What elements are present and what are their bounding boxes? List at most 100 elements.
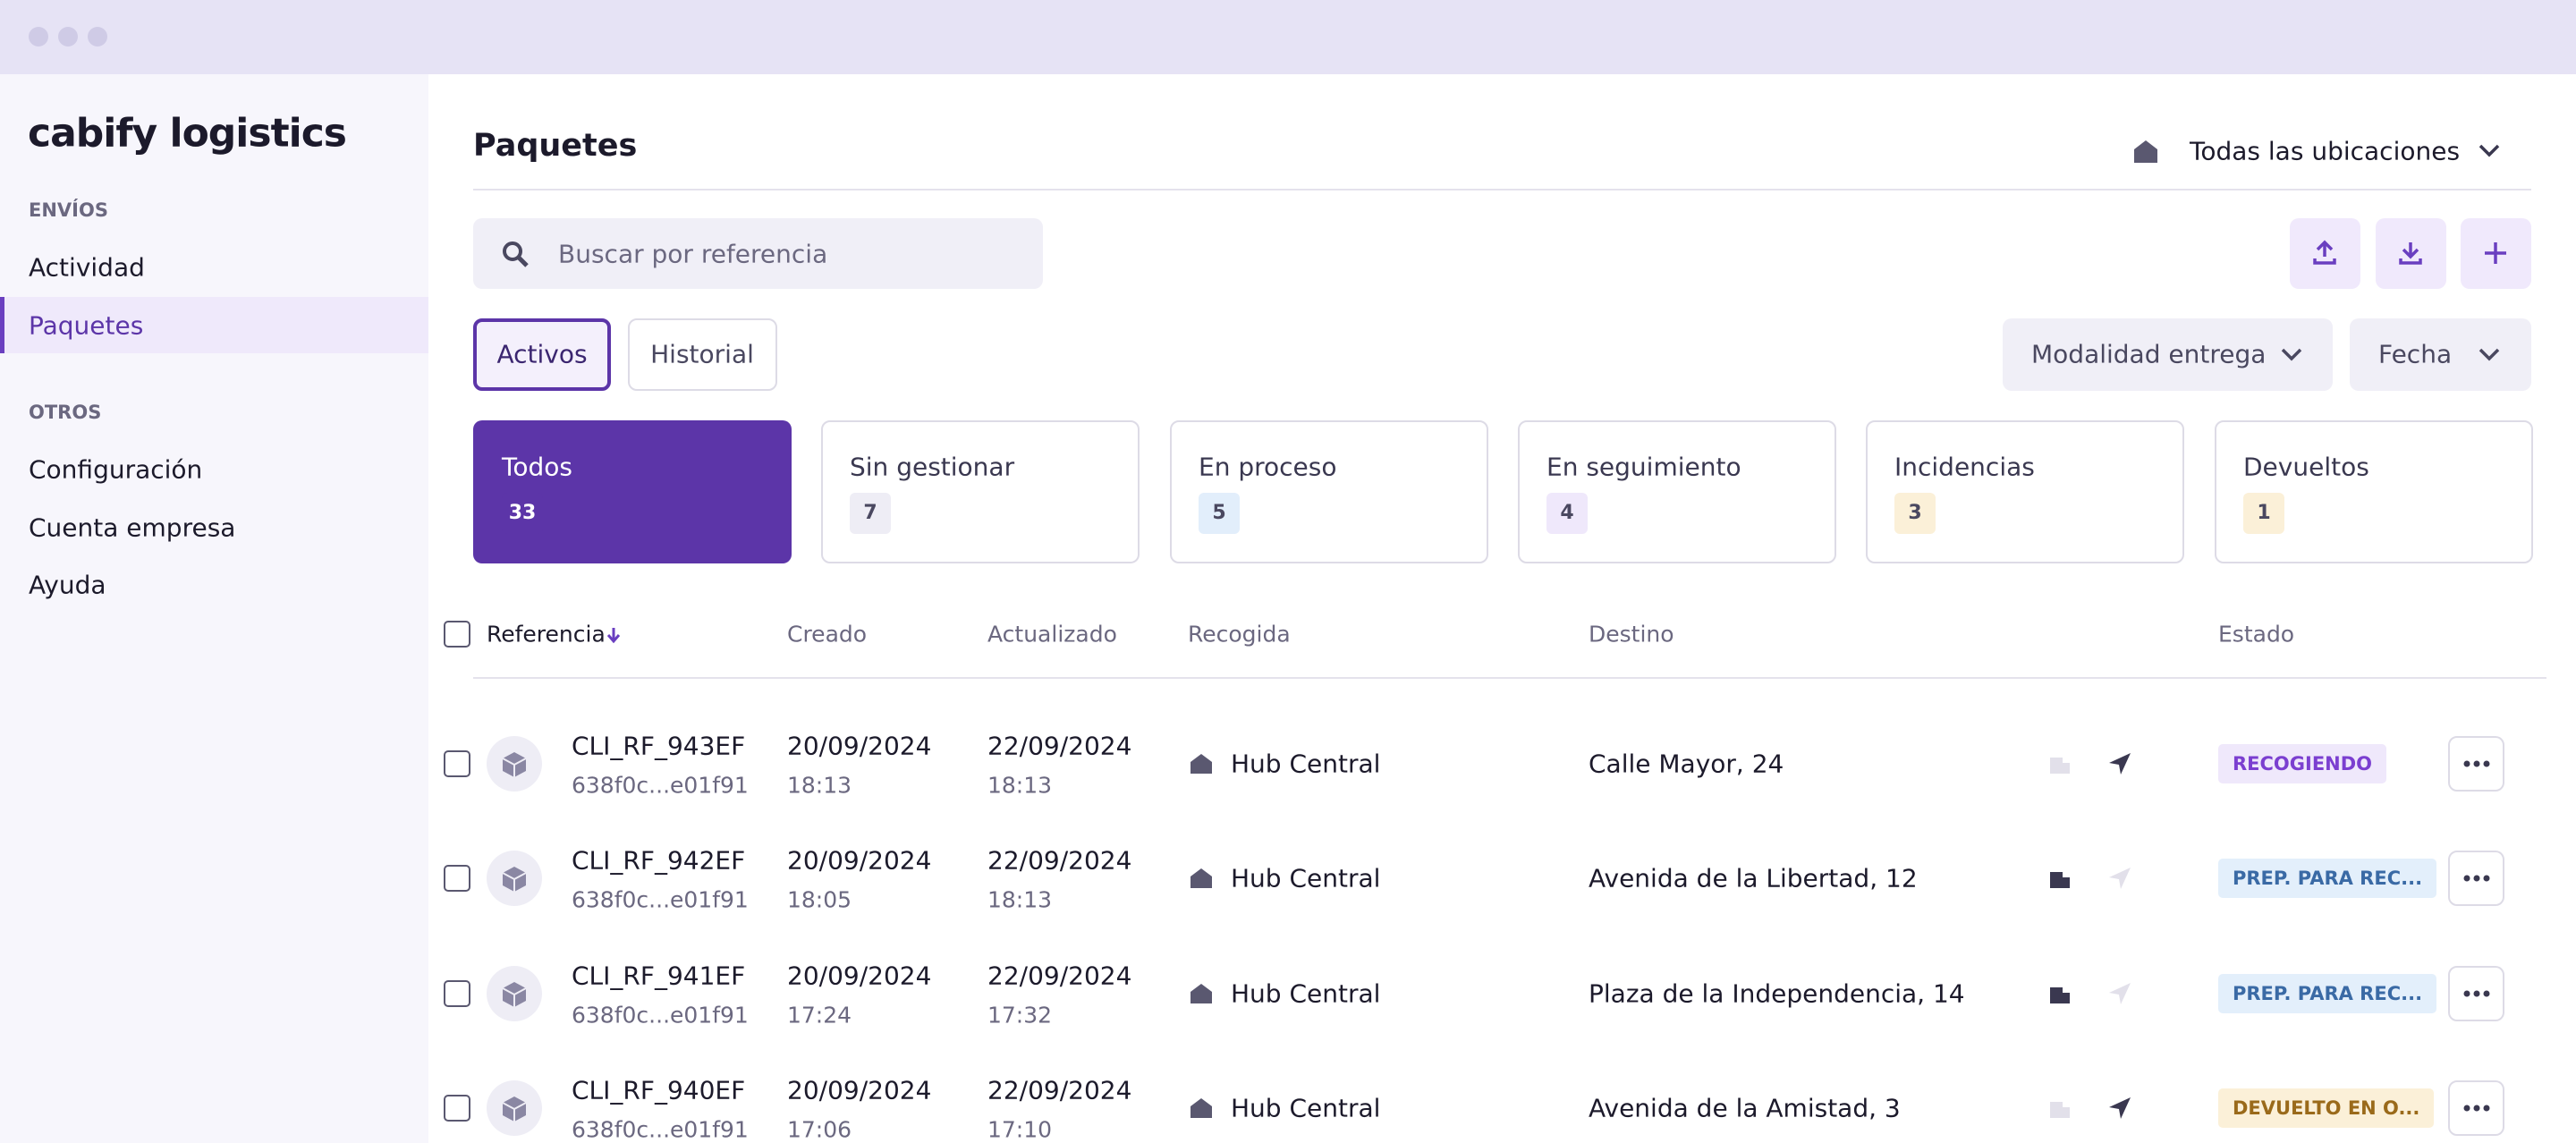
filter[interactable]	[2003, 318, 2333, 391]
updated-time: 18:13	[987, 886, 1053, 913]
status-card[interactable]	[2215, 420, 2533, 563]
action-button[interactable]	[2290, 218, 2360, 289]
status-card[interactable]	[1518, 420, 1836, 563]
checkbox[interactable]	[444, 979, 470, 1007]
status-badge: DEVUELTO EN O...	[2218, 1088, 2435, 1128]
status-card[interactable]	[473, 420, 792, 563]
tab[interactable]	[628, 318, 777, 391]
status-card[interactable]	[821, 420, 1140, 563]
card-count: 7	[850, 493, 891, 534]
status-badge: RECOGIENDO	[2218, 744, 2387, 783]
updated-time: 17:10	[987, 1116, 1053, 1143]
card-count: 5	[1199, 493, 1240, 534]
search-box[interactable]	[473, 218, 1043, 289]
chevron	[2479, 144, 2500, 157]
divider	[473, 189, 2531, 190]
logo: cabify logistics	[28, 110, 347, 157]
home-icon	[1190, 1097, 1213, 1122]
card-count: 3	[1894, 493, 1936, 534]
nav-item[interactable]: Actividad	[29, 252, 145, 283]
sort-arrow	[605, 624, 623, 649]
updated-time: 18:13	[987, 772, 1053, 799]
nav-item[interactable]: Paquetes	[29, 310, 144, 341]
checkbox[interactable]	[444, 750, 470, 777]
tab-active[interactable]	[473, 318, 611, 391]
section-title: OTROS	[29, 402, 102, 423]
checkbox[interactable]	[444, 621, 470, 648]
location-select[interactable]: Todas las ubicaciones	[2190, 136, 2461, 166]
more-button[interactable]	[2448, 965, 2504, 1021]
checkbox[interactable]	[444, 865, 470, 893]
pickup: Hub Central	[1231, 978, 1381, 1009]
chevron	[2479, 348, 2500, 361]
reference: CLI_RF_942EF	[572, 845, 746, 876]
created-time: 17:24	[787, 1002, 852, 1029]
reference: CLI_RF_941EF	[572, 961, 746, 991]
card-label: Sin gestionar	[850, 452, 1015, 482]
tab: Activos	[496, 339, 588, 369]
column-header[interactable]: Referencia	[487, 621, 606, 648]
window-bar	[0, 0, 2576, 74]
action-button[interactable]	[2376, 218, 2446, 289]
package-id: 638f0c...e01f91	[572, 772, 749, 799]
column-header: Estado	[2218, 621, 2295, 648]
column-header: Actualizado	[987, 621, 1117, 648]
chevron	[2281, 348, 2302, 361]
return-icon	[2046, 980, 2073, 1011]
updated-date: 22/09/2024	[987, 731, 1132, 761]
nav-item[interactable]: Configuración	[29, 454, 203, 485]
search-icon	[503, 241, 529, 267]
status-badge: PREP. PARA REC...	[2218, 973, 2437, 1013]
pickup: Hub Central	[1231, 863, 1381, 893]
return-icon	[2046, 865, 2073, 895]
home-icon	[2134, 140, 2157, 163]
filter-label: Modalidad entrega	[2031, 339, 2267, 369]
card-label: Devueltos	[2243, 452, 2369, 482]
package-id: 638f0c...e01f91	[572, 886, 749, 913]
action-button[interactable]	[2461, 218, 2531, 289]
card-label: En proceso	[1199, 452, 1337, 482]
more-button[interactable]	[2448, 736, 2504, 792]
destination: Calle Mayor, 24	[1589, 749, 1784, 779]
home-icon	[1190, 983, 1213, 1008]
destination: Plaza de la Independencia, 14	[1589, 978, 1965, 1009]
search-placeholder: Buscar por referencia	[558, 239, 828, 269]
checkbox[interactable]	[444, 1094, 470, 1122]
card-count: 1	[2243, 493, 2284, 534]
reference: CLI_RF_943EF	[572, 731, 746, 761]
filter-label: Fecha	[2378, 339, 2453, 369]
created-date: 20/09/2024	[787, 731, 932, 761]
nav-item[interactable]: Cuenta empresa	[29, 512, 236, 543]
destination: Avenida de la Libertad, 12	[1589, 863, 1918, 893]
status-badge: PREP. PARA REC...	[2218, 859, 2437, 899]
package-icon	[487, 965, 542, 1021]
track-icon	[2106, 865, 2133, 895]
column-header: Recogida	[1188, 621, 1291, 648]
header-divider	[473, 677, 2546, 679]
filter[interactable]	[2350, 318, 2531, 391]
card-count: 33	[502, 493, 543, 534]
updated-date: 22/09/2024	[987, 1075, 1132, 1105]
card-label: En seguimiento	[1546, 452, 1741, 482]
nav-item[interactable]: Ayuda	[29, 570, 106, 600]
destination: Avenida de la Amistad, 3	[1589, 1093, 1901, 1123]
status-card[interactable]	[1170, 420, 1488, 563]
package-icon	[487, 1080, 542, 1136]
created-date: 20/09/2024	[787, 1075, 932, 1105]
tab: Historial	[650, 339, 754, 369]
more-button[interactable]	[2448, 851, 2504, 907]
pickup: Hub Central	[1231, 749, 1381, 779]
status-card[interactable]	[1866, 420, 2184, 563]
track-icon	[2106, 980, 2133, 1011]
track-icon	[2106, 1095, 2133, 1125]
package-id: 638f0c...e01f91	[572, 1116, 749, 1143]
card-count: 4	[1546, 493, 1588, 534]
updated-date: 22/09/2024	[987, 845, 1132, 876]
created-date: 20/09/2024	[787, 961, 932, 991]
more-button[interactable]	[2448, 1080, 2504, 1136]
created-time: 18:05	[787, 886, 852, 913]
track-icon	[2106, 750, 2133, 781]
updated-date: 22/09/2024	[987, 961, 1132, 991]
home-icon	[1190, 868, 1213, 893]
dot	[29, 27, 48, 47]
